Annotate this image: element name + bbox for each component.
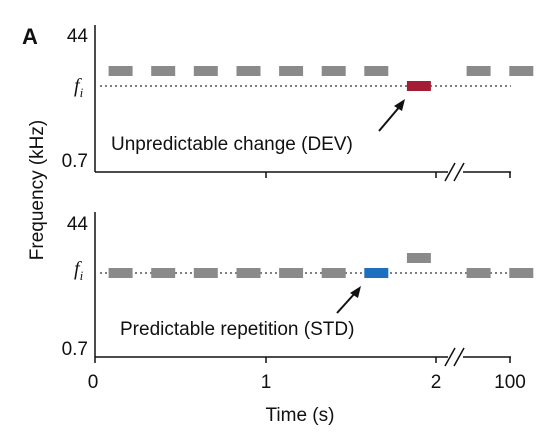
annotation-arrow-dev (378, 104, 402, 132)
tone-bar (151, 268, 176, 278)
tone-bar (321, 268, 346, 278)
standard-tone-bar (364, 268, 389, 278)
x-tick-label-1: 1 (261, 372, 272, 393)
arrowhead-dev (394, 99, 405, 111)
x-tick-label-2: 2 (431, 372, 442, 393)
axis-break-dev (444, 162, 465, 182)
y-tick-bottom-std: 0.7 (62, 339, 88, 360)
tone-bar (151, 66, 176, 76)
x-ticks-dev (265, 172, 511, 178)
tone-bar (193, 66, 218, 76)
y-tick-top-dev: 44 (67, 26, 89, 47)
tone-bar (279, 66, 304, 76)
x-axis-label: Time (s) (266, 405, 335, 426)
tone-bar (509, 66, 534, 76)
axis-break-std (444, 347, 465, 367)
tone-bar (364, 66, 389, 76)
tone-bar (406, 253, 431, 263)
tone-bar (466, 66, 491, 76)
x-ticks-std (94, 357, 511, 363)
annotation-dev: Unpredictable change (DEV) (111, 134, 353, 155)
tone-bar (108, 268, 133, 278)
arrowhead-std (350, 286, 361, 298)
panel-letter: A (22, 24, 38, 49)
tone-bar (193, 268, 218, 278)
tones-std (108, 253, 534, 278)
x-tick-label-0: 0 (88, 372, 99, 393)
deviant-tone-bar (406, 81, 431, 91)
tone-bar (509, 268, 534, 278)
tone-bar (236, 268, 261, 278)
tone-bar (108, 66, 133, 76)
tones-dev (108, 66, 534, 91)
tone-bar (321, 66, 346, 76)
y-tick-top-std: 44 (67, 214, 89, 235)
panel-std: 44 0.7 fi Predictable repetition (STD) (62, 212, 534, 367)
annotation-arrow-std (336, 291, 357, 314)
tone-bar (236, 66, 261, 76)
panel-dev: 44 0.7 fi Unpredictable change (DEV) (62, 25, 534, 182)
tone-bar (279, 268, 304, 278)
x-tick-label-3: 100 (494, 372, 526, 393)
annotation-std: Predictable repetition (STD) (120, 319, 354, 340)
y-tick-fi-std: fi (74, 258, 84, 283)
y-axis-label: Frequency (kHz) (27, 120, 48, 260)
y-tick-fi-dev: fi (74, 75, 84, 100)
tone-bar (466, 268, 491, 278)
y-tick-bottom-dev: 0.7 (62, 151, 88, 172)
